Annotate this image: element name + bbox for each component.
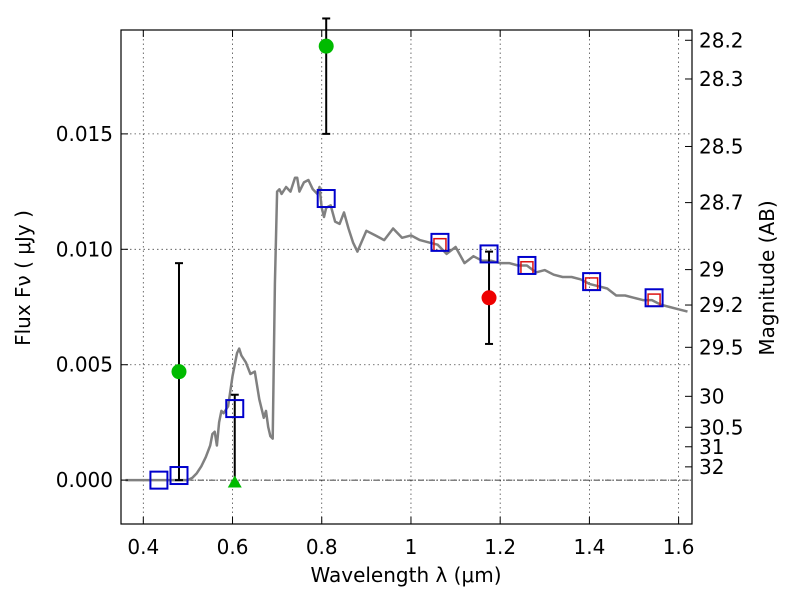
x-tick-label: 1.2 bbox=[484, 535, 516, 559]
x-tick-label: 1 bbox=[405, 535, 418, 559]
x-tick-label: 1.4 bbox=[573, 535, 605, 559]
x-axis-label: Wavelength λ (μm) bbox=[310, 563, 501, 587]
y2-tick-label: 29.5 bbox=[699, 335, 744, 359]
y2-tick-label: 30.5 bbox=[699, 415, 744, 439]
x-tick-label: 0.4 bbox=[127, 535, 159, 559]
x-tick-label: 0.6 bbox=[217, 535, 249, 559]
y2-tick-label: 31 bbox=[699, 435, 724, 459]
y-tick-label: 0.005 bbox=[56, 353, 113, 377]
green-detection-point bbox=[171, 364, 187, 380]
tick-layer: 0.4 0.6 0.8 1 1.2 1.4 1.6 0.000 0.005 0.010 0.015 2… bbox=[56, 28, 744, 559]
blue-model-square bbox=[582, 272, 602, 292]
y2-tick-label: 28.7 bbox=[699, 191, 744, 215]
line-layer bbox=[125, 176, 688, 482]
y2-tick-label: 28.3 bbox=[699, 67, 744, 91]
y-tick-label: 0.015 bbox=[56, 122, 113, 146]
y2-axis-label: Magnitude (AB) bbox=[755, 200, 779, 355]
blue-model-square bbox=[517, 255, 537, 275]
y2-tick-label: 29.2 bbox=[699, 293, 744, 317]
green-detection-point bbox=[318, 38, 334, 54]
blue-model-square bbox=[225, 399, 245, 419]
x-tick-label: 0.8 bbox=[306, 535, 338, 559]
blue-model-square bbox=[479, 244, 499, 264]
sed-model-line bbox=[125, 176, 688, 482]
x-tick-label: 1.6 bbox=[663, 535, 695, 559]
y2-tick-label: 28.2 bbox=[699, 28, 744, 52]
grid-layer bbox=[121, 30, 692, 524]
y-axis-label: Flux Fν ( μJy ) bbox=[11, 210, 35, 346]
y2-tick-label: 29 bbox=[699, 258, 724, 282]
y-tick-label: 0.000 bbox=[56, 468, 113, 492]
y2-tick-label: 28.5 bbox=[699, 134, 744, 158]
red-detection-point bbox=[481, 290, 497, 306]
blue-model-square bbox=[644, 288, 664, 308]
plot-frame bbox=[120, 29, 693, 525]
blue-model-square bbox=[149, 470, 169, 490]
blue-model-square bbox=[169, 466, 189, 486]
blue-model-square bbox=[430, 232, 450, 252]
marker-layer bbox=[149, 17, 664, 490]
y2-tick-label: 30 bbox=[699, 384, 724, 408]
green-limit-triangle bbox=[227, 475, 242, 488]
y-tick-label: 0.010 bbox=[56, 237, 113, 261]
blue-model-square bbox=[316, 189, 336, 209]
y2-tick-label: 32 bbox=[699, 455, 724, 479]
